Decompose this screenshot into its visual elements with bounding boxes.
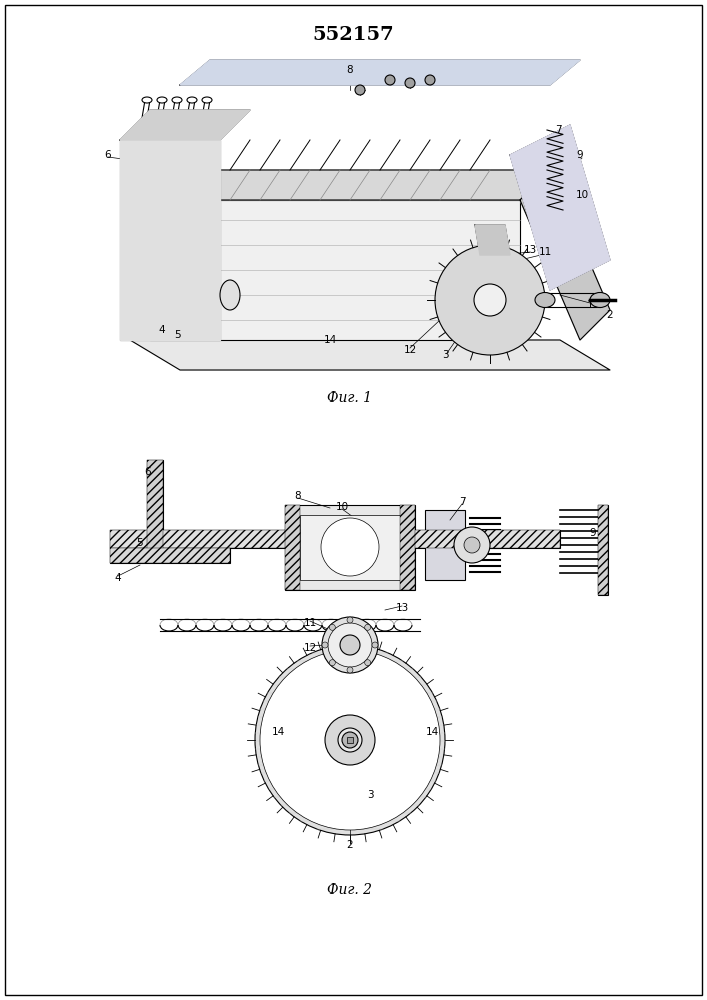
Polygon shape [150,200,520,340]
Text: 12: 12 [303,643,317,653]
Polygon shape [120,140,220,340]
Text: 9: 9 [590,528,596,538]
Circle shape [328,623,372,667]
Circle shape [347,667,353,673]
Text: 2: 2 [607,310,613,320]
Circle shape [372,642,378,648]
Circle shape [474,284,506,316]
Ellipse shape [220,280,240,310]
Text: 14: 14 [426,727,438,737]
Bar [300,515,400,580]
Bar [110,548,230,563]
Text: 552157: 552157 [312,26,394,44]
Circle shape [464,537,480,553]
Circle shape [260,650,440,830]
Polygon shape [475,225,510,255]
Text: 6: 6 [105,150,111,160]
Text: Фиг. 2: Фиг. 2 [327,883,373,897]
Text: 8: 8 [346,65,354,75]
Circle shape [322,617,378,673]
Ellipse shape [187,97,197,103]
Polygon shape [180,60,580,85]
Circle shape [385,75,395,85]
Text: 4: 4 [115,573,122,583]
Text: 10: 10 [335,502,349,512]
Ellipse shape [157,97,167,103]
Text: 5: 5 [175,330,181,340]
Bar [347,737,353,743]
Text: 13: 13 [523,245,537,255]
Text: 10: 10 [575,190,588,200]
Text: 3: 3 [367,790,373,800]
Text: 1: 1 [587,300,593,310]
Text: 3: 3 [442,350,448,360]
Text: 9: 9 [577,150,583,160]
Circle shape [425,75,435,85]
Circle shape [340,635,360,655]
Bar [285,505,300,590]
Text: 14: 14 [271,727,285,737]
Circle shape [435,245,545,355]
Circle shape [322,642,328,648]
Text: 2: 2 [346,840,354,850]
Bar [147,460,163,550]
Ellipse shape [535,292,555,308]
Circle shape [328,525,372,569]
Circle shape [365,660,370,666]
Polygon shape [510,125,610,290]
Circle shape [342,732,358,748]
Text: 5: 5 [136,538,144,548]
Text: 11: 11 [303,618,317,628]
Polygon shape [120,110,250,140]
Bar [110,548,230,563]
Bar [400,505,415,590]
Text: Фиг. 1: Фиг. 1 [327,391,373,405]
Circle shape [329,660,335,666]
Text: 7: 7 [459,497,465,507]
Circle shape [347,617,353,623]
Circle shape [325,715,375,765]
Ellipse shape [202,97,212,103]
Bar [147,460,163,550]
Text: 11: 11 [538,247,551,257]
Circle shape [355,85,365,95]
Circle shape [335,532,365,562]
Text: 13: 13 [395,603,409,613]
Bar [598,505,608,595]
Bar [110,530,560,548]
Circle shape [329,624,335,630]
Circle shape [405,78,415,88]
Circle shape [365,624,370,630]
Text: 8: 8 [295,491,301,501]
Polygon shape [130,340,610,370]
Circle shape [454,527,490,563]
Bar [110,530,560,548]
Text: 14: 14 [323,335,337,345]
Text: 7: 7 [555,125,561,135]
Ellipse shape [590,292,610,308]
Circle shape [321,518,379,576]
Text: 6: 6 [145,467,151,477]
Polygon shape [520,170,610,340]
Circle shape [255,645,445,835]
Ellipse shape [142,97,152,103]
Text: 12: 12 [404,345,416,355]
Text: 4: 4 [158,325,165,335]
Ellipse shape [172,97,182,103]
Bar [425,510,465,580]
Polygon shape [150,170,550,200]
Bar [598,505,608,595]
Circle shape [338,728,362,752]
Bar [285,505,415,590]
